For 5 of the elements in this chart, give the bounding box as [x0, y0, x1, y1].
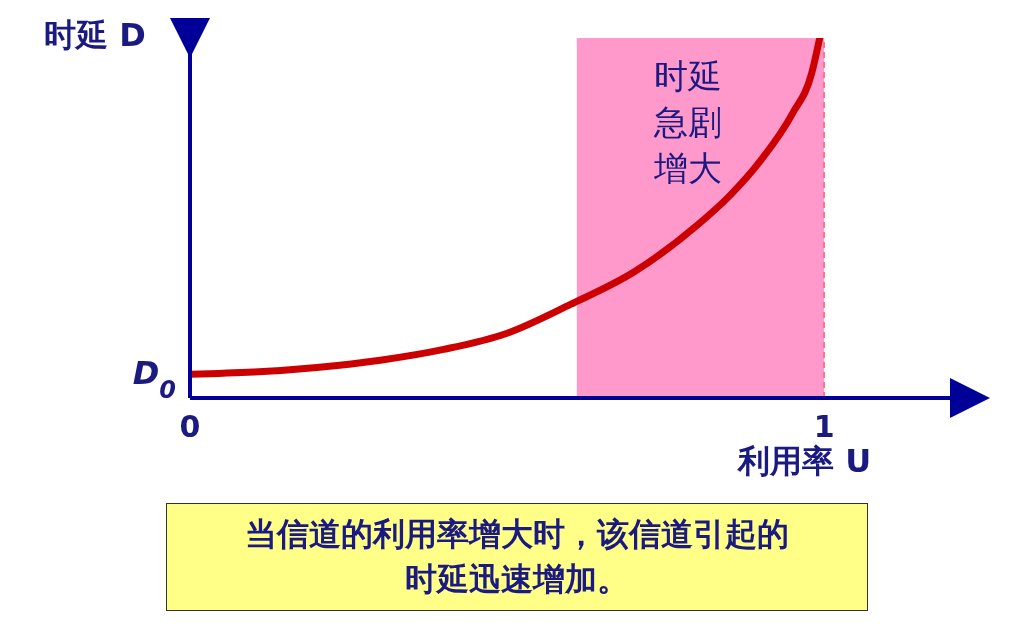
- annotation: D$_{0}$: [132, 354, 176, 405]
- text: 当信道的利用率增大时，该信道引起的时延迅速增加。: [245, 515, 789, 598]
- x-tick-label: 0: [179, 409, 201, 445]
- band-label: 时延急剧增大: [653, 56, 723, 188]
- y-axis-title: 时延 D: [44, 15, 146, 56]
